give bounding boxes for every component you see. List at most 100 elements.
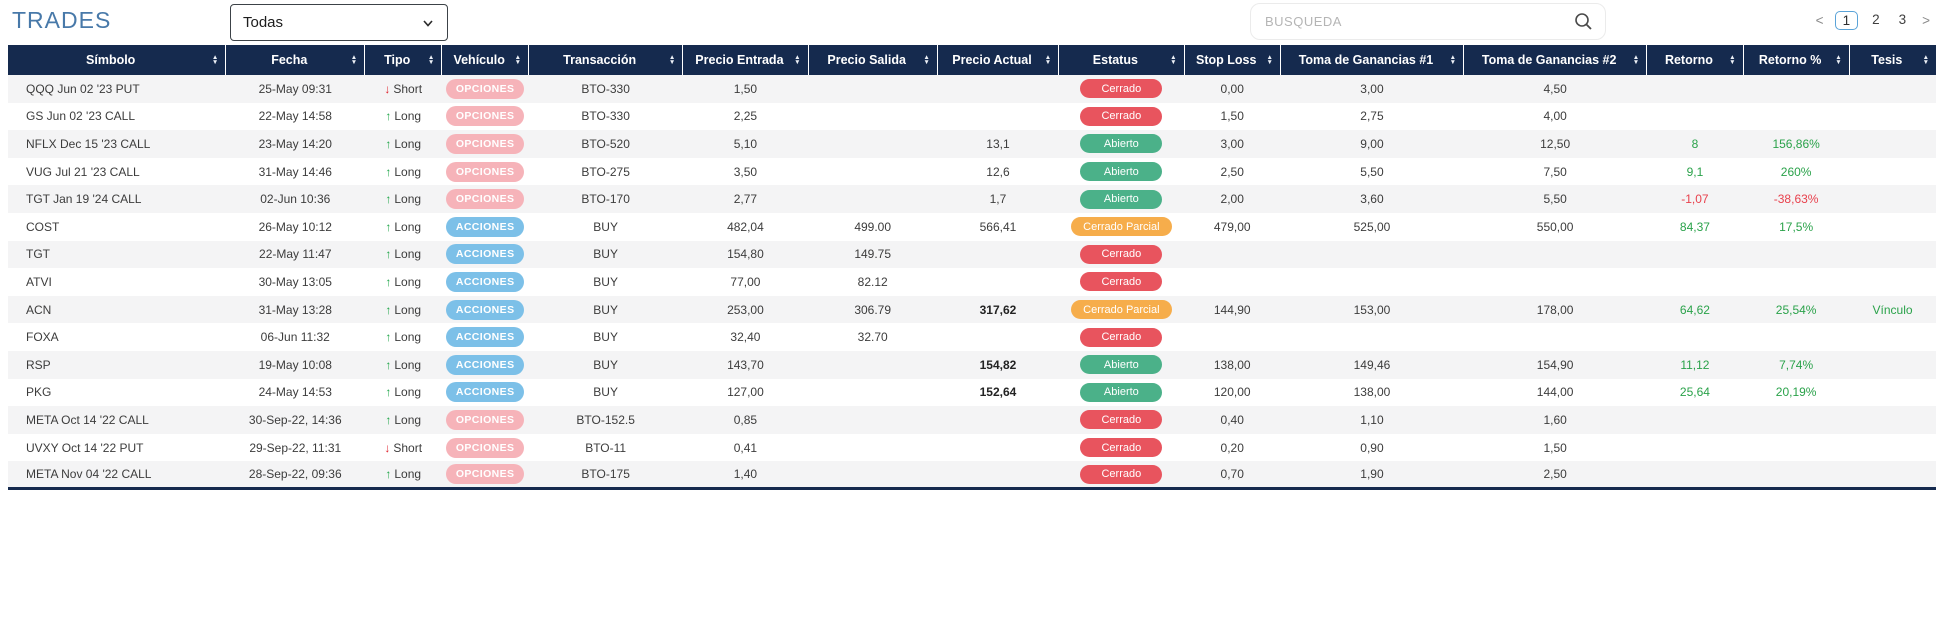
column-header-fecha[interactable]: Fecha ▲ ▼ bbox=[225, 45, 365, 75]
sort-icon: ▲ ▼ bbox=[1922, 54, 1929, 66]
column-label: Precio Salida bbox=[827, 53, 906, 67]
cell-toma-ganancias-2 bbox=[1464, 241, 1647, 269]
vehiculo-badge: OPCIONES bbox=[445, 161, 525, 182]
cell-precio-actual bbox=[937, 75, 1058, 103]
cell-transaccion: BTO-175 bbox=[581, 467, 630, 482]
vehiculo-badge: OPCIONES bbox=[445, 189, 525, 210]
cell-simbolo: COST bbox=[26, 219, 60, 234]
cell-precio-actual: 566,41 bbox=[979, 219, 1017, 234]
table-row[interactable]: VUG Jul 21 '23 CALL 31-May 14:46 ↑ Long OPCI… bbox=[8, 158, 1936, 186]
cell-fecha: 02-Jun 10:36 bbox=[260, 192, 331, 207]
status-badge: Abierto bbox=[1080, 355, 1163, 375]
cell-stop-loss: 1,50 bbox=[1220, 109, 1244, 124]
arrow-up-icon: ↑ bbox=[385, 302, 392, 317]
cell-retorno bbox=[1647, 103, 1743, 131]
pagination-next[interactable]: > bbox=[1922, 13, 1930, 28]
cell-precio-entrada: 0,41 bbox=[733, 440, 758, 455]
column-header-simbolo[interactable]: Símbolo ▲ ▼ bbox=[8, 45, 226, 75]
cell-precio-entrada: 253,00 bbox=[727, 302, 764, 317]
column-header-precio_salida[interactable]: Precio Salida ▲ ▼ bbox=[807, 45, 938, 75]
table-row[interactable]: COST 26-May 10:12 ↑ Long ACCIONES BUY 482,04 49… bbox=[8, 213, 1936, 241]
cell-vehiculo: ACCIONES bbox=[442, 268, 529, 296]
column-header-estatus[interactable]: Estatus ▲ ▼ bbox=[1058, 45, 1185, 75]
table-row[interactable]: UVXY Oct 14 '22 PUT 29-Sep-22, 11:31 ↓ Shor… bbox=[8, 434, 1936, 462]
pagination-page-1[interactable]: 1 bbox=[1834, 11, 1859, 30]
table-row[interactable]: NFLX Dec 15 '23 CALL 23-May 14:20 ↑ Long OPC… bbox=[8, 130, 1936, 158]
cell-stop-loss: 2,50 bbox=[1220, 164, 1244, 179]
search-icon[interactable] bbox=[1574, 12, 1593, 31]
sort-icon: ▲ ▼ bbox=[514, 54, 522, 66]
table-row[interactable]: QQQ Jun 02 '23 PUT 25-May 09:31 ↓ Short OPCI… bbox=[8, 75, 1936, 103]
cell-simbolo: GS Jun 02 '23 CALL bbox=[26, 109, 136, 124]
table-row[interactable]: GS Jun 02 '23 CALL 22-May 14:58 ↑ Long OPCIO… bbox=[8, 103, 1936, 131]
table-row[interactable]: FOXA 06-Jun 11:32 ↑ Long ACCIONES BUY 32,40 32.… bbox=[8, 323, 1936, 351]
table-row[interactable]: RSP 19-May 10:08 ↑ Long ACCIONES BUY 143,70 154… bbox=[8, 350, 1936, 379]
search-input[interactable] bbox=[1251, 4, 1574, 39]
cell-retorno-pct: 25,54% bbox=[1775, 302, 1817, 317]
column-header-transaccion[interactable]: Transacción ▲ ▼ bbox=[528, 45, 683, 75]
cell-tipo: ↑ Long bbox=[385, 136, 422, 151]
cell-toma-ganancias-1: 153,00 bbox=[1353, 302, 1391, 317]
cell-precio-actual: 317,62 bbox=[979, 302, 1017, 317]
cell-retorno-pct bbox=[1743, 406, 1849, 434]
cell-retorno-pct: 20,19% bbox=[1775, 385, 1817, 400]
trades-table: Símbolo ▲ ▼ Fecha ▲ ▼ Tipo ▲ ▼ Vehículo ▲ ▼ Transacc… bbox=[8, 45, 1936, 491]
column-header-retorno[interactable]: Retorno ▲ ▼ bbox=[1646, 45, 1744, 75]
table-row[interactable]: ATVI 30-May 13:05 ↑ Long ACCIONES BUY 77,00 82.… bbox=[8, 268, 1936, 296]
cell-toma-ganancias-2: 154,90 bbox=[1536, 357, 1574, 372]
column-header-vehiculo[interactable]: Vehículo ▲ ▼ bbox=[441, 45, 529, 75]
column-header-stop_loss[interactable]: Stop Loss ▲ ▼ bbox=[1183, 45, 1281, 75]
cell-tipo: ↑ Long bbox=[385, 219, 422, 234]
cell-precio-entrada: 2,77 bbox=[733, 192, 758, 207]
filter-select[interactable]: Todas bbox=[230, 4, 448, 41]
chevron-down-icon bbox=[421, 16, 435, 30]
cell-estatus: Cerrado Parcial bbox=[1059, 213, 1184, 241]
table-row[interactable]: ACN 31-May 13:28 ↑ Long ACCIONES BUY 253,00 306… bbox=[8, 295, 1936, 324]
cell-precio-entrada: 5,10 bbox=[733, 136, 758, 151]
pagination-page-2[interactable]: 2 bbox=[1872, 12, 1880, 27]
cell-toma-ganancias-2: 5,50 bbox=[1543, 192, 1567, 207]
cell-toma-ganancias-1: 3,60 bbox=[1360, 192, 1384, 207]
cell-toma-ganancias-1: 525,00 bbox=[1353, 219, 1391, 234]
cell-estatus: Abierto bbox=[1059, 130, 1184, 158]
vehiculo-badge: OPCIONES bbox=[445, 106, 525, 127]
cell-estatus: Cerrado bbox=[1059, 75, 1184, 103]
column-header-precio_entrada[interactable]: Precio Entrada ▲ ▼ bbox=[682, 45, 809, 75]
cell-toma-ganancias-2: 2,50 bbox=[1543, 467, 1567, 482]
cell-precio-salida bbox=[808, 434, 937, 462]
cell-simbolo: TGT bbox=[26, 247, 50, 262]
column-label: Precio Actual bbox=[952, 53, 1032, 67]
cell-toma-ganancias-2: 7,50 bbox=[1543, 164, 1567, 179]
cell-precio-salida: 306.79 bbox=[854, 302, 892, 317]
cell-tesis bbox=[1849, 323, 1936, 351]
cell-toma-ganancias-2: 144,00 bbox=[1536, 385, 1574, 400]
table-row[interactable]: META Nov 04 '22 CALL 28-Sep-22, 09:36 ↑ Lon… bbox=[8, 461, 1936, 489]
column-header-tipo[interactable]: Tipo ▲ ▼ bbox=[364, 45, 442, 75]
table-row[interactable]: TGT 22-May 11:47 ↑ Long ACCIONES BUY 154,80 149… bbox=[8, 240, 1936, 269]
column-header-tg2[interactable]: Toma de Ganancias #2 ▲ ▼ bbox=[1463, 45, 1647, 75]
column-header-precio_actual[interactable]: Precio Actual ▲ ▼ bbox=[936, 45, 1059, 75]
cell-simbolo: VUG Jul 21 '23 CALL bbox=[26, 164, 140, 179]
sort-icon: ▲ ▼ bbox=[1170, 54, 1177, 66]
column-header-tesis[interactable]: Tesis ▲ ▼ bbox=[1848, 45, 1936, 75]
cell-toma-ganancias-1 bbox=[1280, 323, 1463, 351]
pagination-page-3[interactable]: 3 bbox=[1898, 12, 1907, 27]
cell-toma-ganancias-2 bbox=[1464, 268, 1647, 296]
tesis-link[interactable]: Vínculo bbox=[1872, 302, 1913, 317]
cell-transaccion: BTO-170 bbox=[581, 192, 630, 207]
table-row[interactable]: PKG 24-May 14:53 ↑ Long ACCIONES BUY 127,00 152… bbox=[8, 379, 1936, 407]
cell-tipo: ↑ Long bbox=[385, 467, 422, 482]
arrow-up-icon: ↑ bbox=[385, 164, 392, 179]
cell-transaccion: BTO-520 bbox=[581, 136, 630, 151]
cell-precio-salida: 82.12 bbox=[857, 274, 888, 289]
cell-tesis bbox=[1849, 241, 1936, 269]
table-row[interactable]: META Oct 14 '22 CALL 30-Sep-22, 14:36 ↑ Lon… bbox=[8, 406, 1936, 434]
table-row[interactable]: TGT Jan 19 '24 CALL 02-Jun 10:36 ↑ Long OPCI… bbox=[8, 185, 1936, 213]
column-label: Toma de Ganancias #1 bbox=[1298, 53, 1434, 67]
cell-estatus: Cerrado bbox=[1059, 323, 1184, 351]
cell-estatus: Cerrado bbox=[1059, 268, 1184, 296]
column-header-retorno_pct[interactable]: Retorno % ▲ ▼ bbox=[1742, 45, 1850, 75]
column-header-tg1[interactable]: Toma de Ganancias #1 ▲ ▼ bbox=[1279, 45, 1464, 75]
pagination-prev[interactable]: < bbox=[1815, 13, 1824, 28]
cell-stop-loss: 2,00 bbox=[1220, 192, 1244, 207]
